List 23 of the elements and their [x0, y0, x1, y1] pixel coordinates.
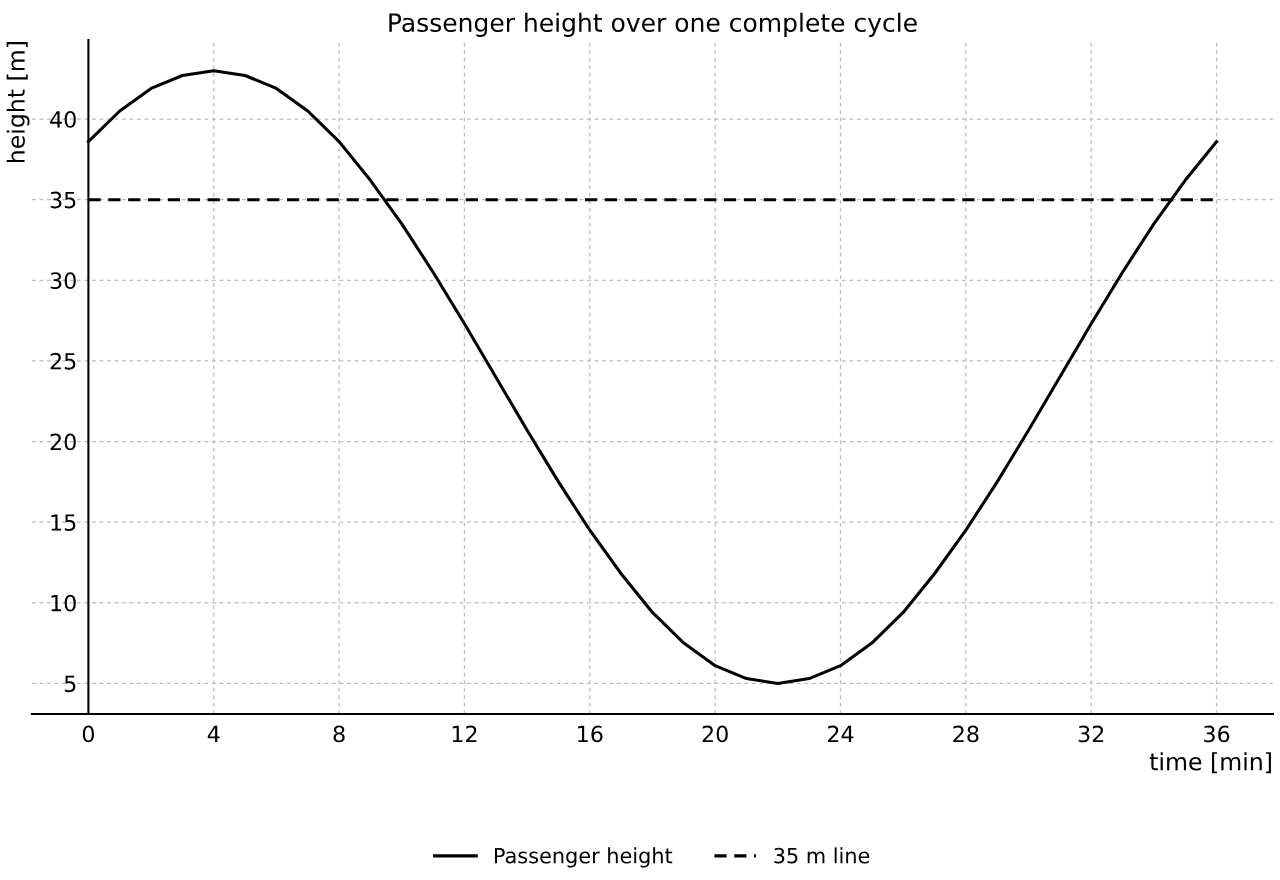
- x-tick-label: 36: [1204, 725, 1230, 743]
- x-tick-label: 28: [953, 725, 979, 743]
- x-tick-label: 32: [1078, 725, 1104, 743]
- y-tick-label: 35: [50, 191, 76, 209]
- y-tick-label: 30: [50, 272, 76, 290]
- x-tick-label: 20: [702, 725, 728, 743]
- y-tick-label: 5: [64, 675, 76, 693]
- x-tick-label: 0: [82, 725, 94, 743]
- x-tick-label: 16: [578, 725, 603, 743]
- y-tick-label: 40: [50, 111, 76, 128]
- legend-label: Passenger height: [494, 847, 673, 868]
- y-tick-label: 20: [50, 433, 76, 451]
- x-tick-label: 24: [827, 725, 854, 743]
- y-tick-label: 10: [51, 594, 76, 612]
- x-tick-label: 12: [452, 725, 477, 743]
- chart-title: Passenger height over one complete cycle: [389, 12, 917, 37]
- y-axis-title: height [m]: [6, 42, 30, 163]
- x-axis-title: time [min]: [1149, 752, 1271, 774]
- x-tick-label: 4: [207, 725, 220, 743]
- x-tick-label: 8: [333, 725, 345, 743]
- y-tick-label: 15: [51, 514, 76, 531]
- legend-label: 35 m line: [774, 847, 870, 864]
- y-tick-label: 25: [50, 352, 76, 370]
